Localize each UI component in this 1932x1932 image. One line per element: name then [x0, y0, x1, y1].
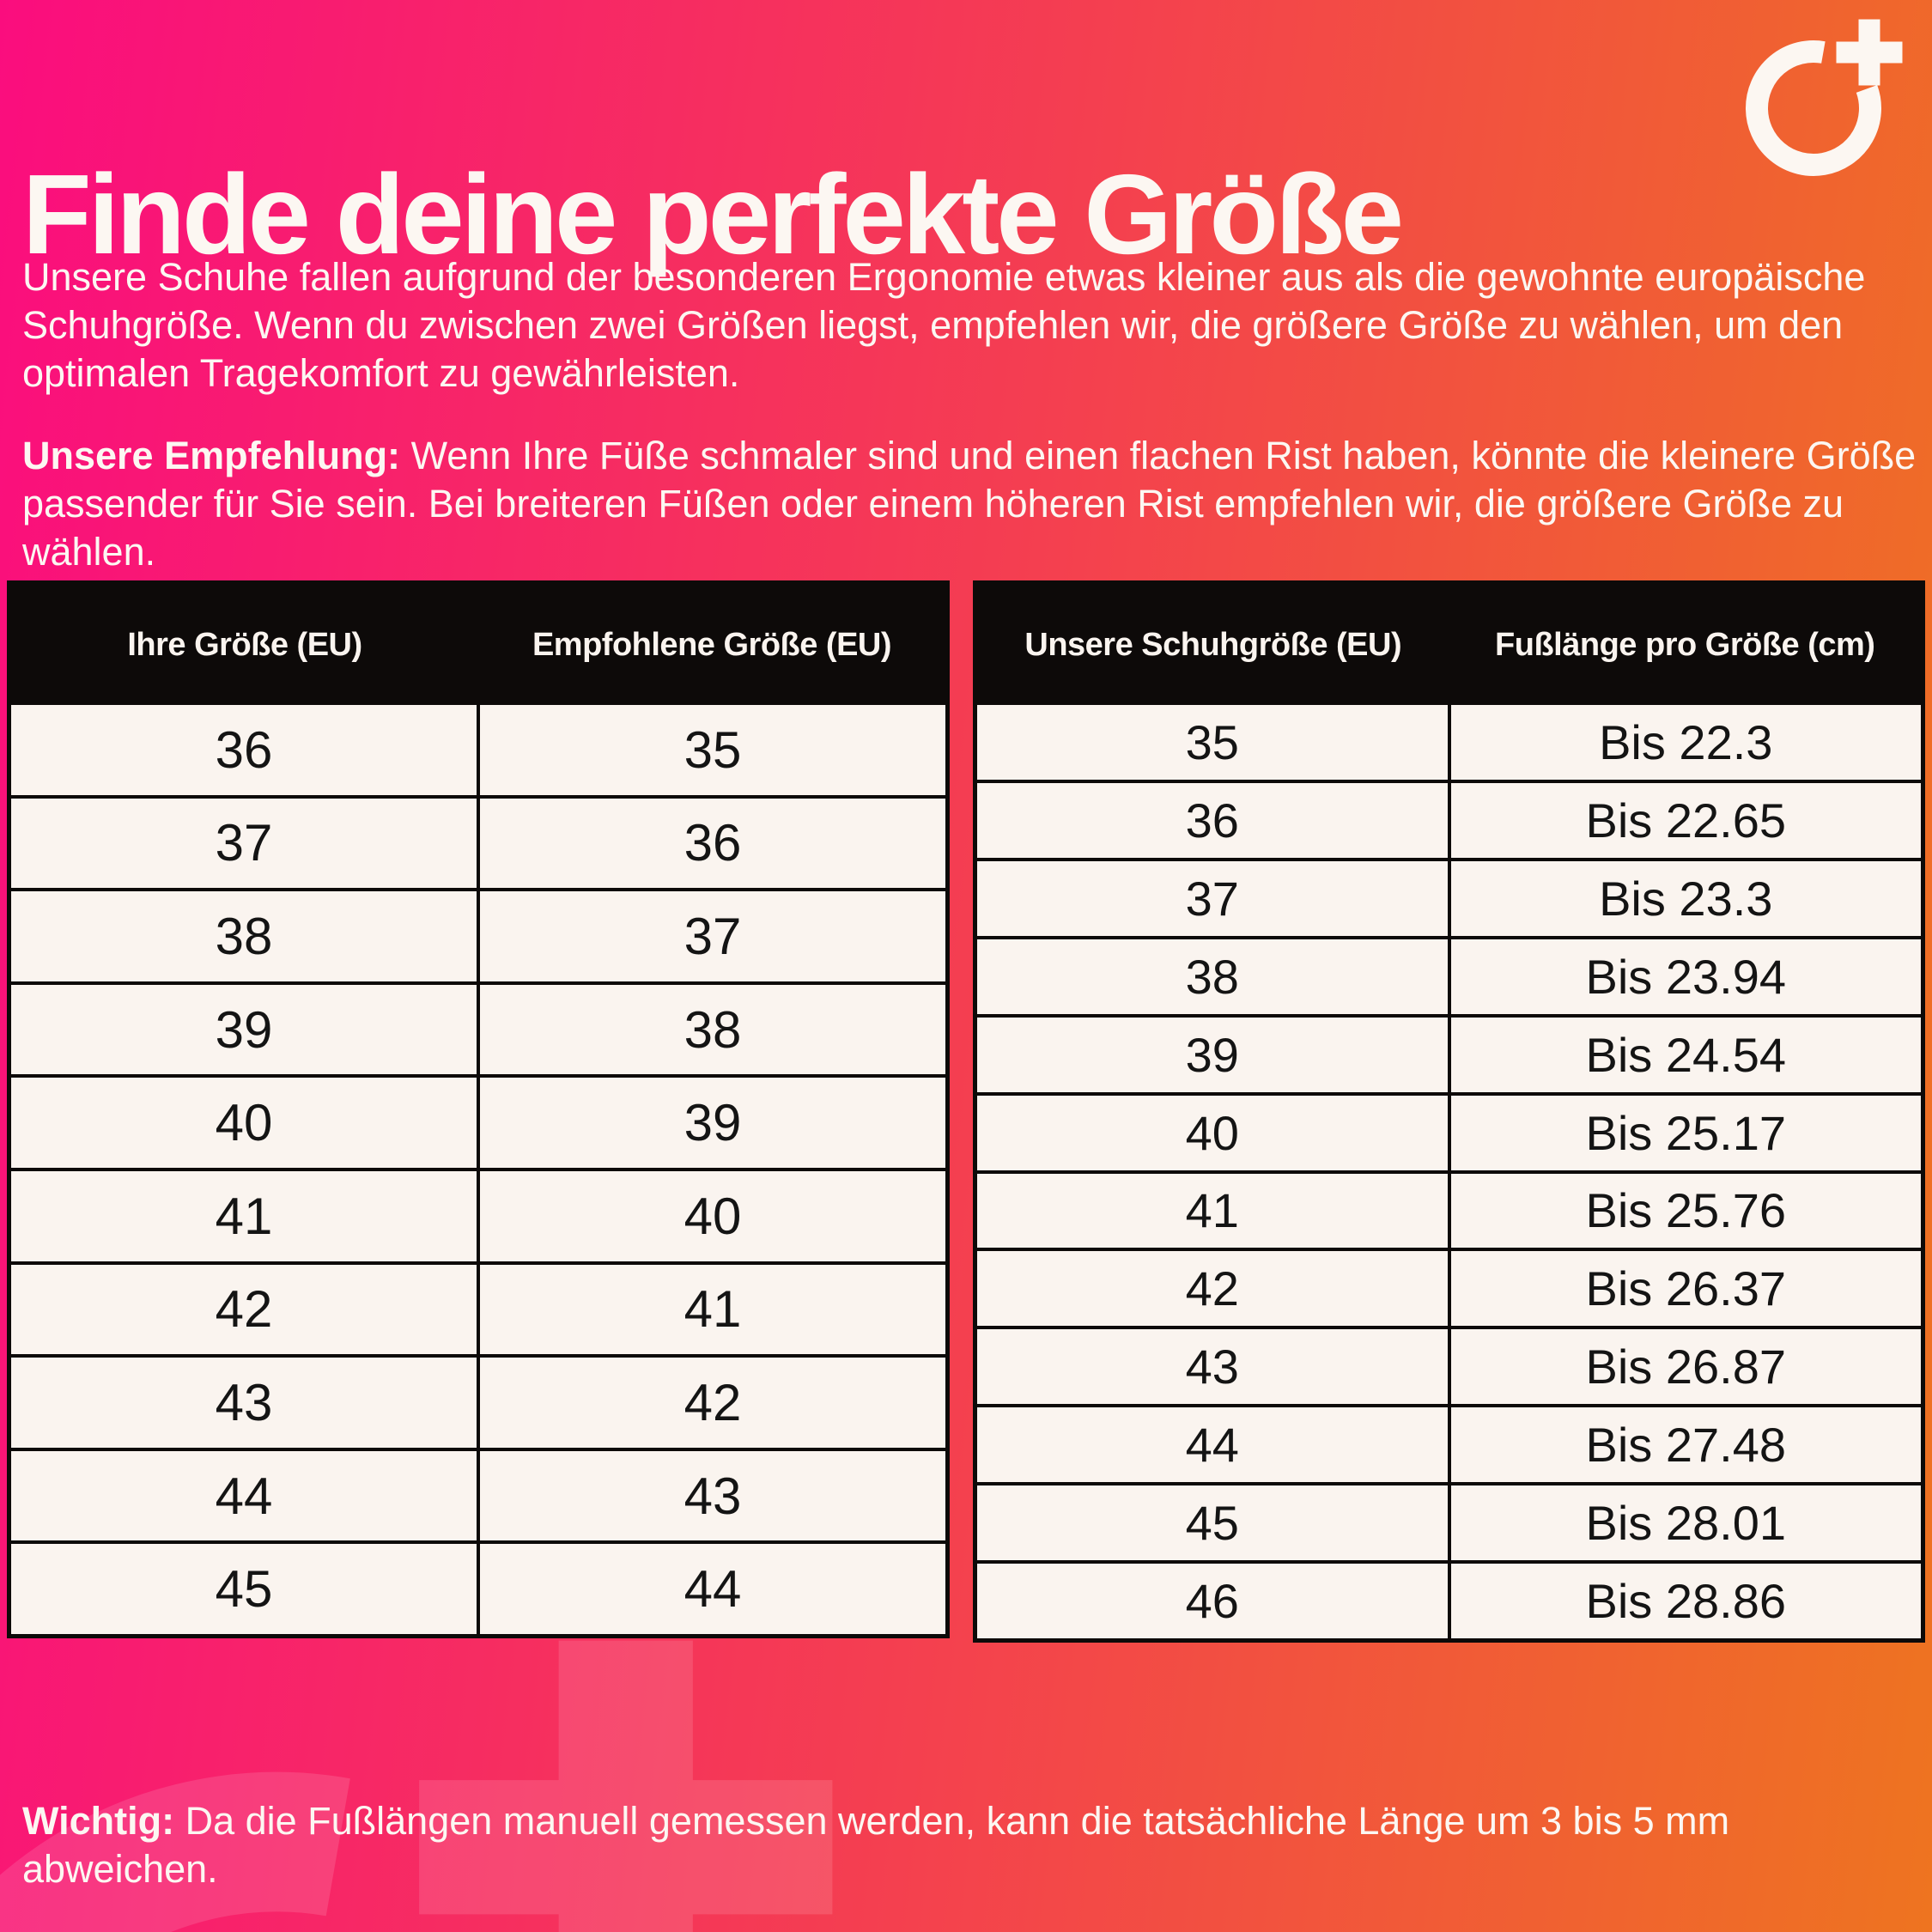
recommendation-label: Unsere Empfehlung:	[22, 434, 401, 477]
table-cell: 37	[1185, 871, 1239, 926]
table-cell: 38	[215, 907, 273, 965]
table-row: 46 Bis 28.86	[977, 1560, 1922, 1639]
table-cell: Bis 26.87	[1447, 1329, 1922, 1405]
table-row: 44 Bis 27.48	[977, 1404, 1922, 1483]
column-header-foot-length: Fußlänge pro Größe (cm)	[1495, 626, 1875, 663]
table-cell: 41	[215, 1187, 273, 1245]
table-row: 37 36	[11, 794, 945, 889]
table-cell: Bis 23.94	[1447, 939, 1922, 1014]
table-row: 37 Bis 23.3	[977, 857, 1922, 936]
table-cell: 37	[477, 891, 945, 981]
table-cell: 39	[215, 1000, 273, 1059]
table-cell: 38	[477, 984, 945, 1075]
brand-circle-plus-icon	[1746, 19, 1903, 176]
table-cell: Bis 24.54	[1447, 1017, 1922, 1092]
table-cell: 35	[477, 705, 945, 795]
table-cell: Bis 26.37	[1447, 1251, 1922, 1327]
table-cell: 42	[215, 1280, 273, 1339]
table-cell: 35	[1185, 714, 1239, 769]
table-cell: 37	[215, 814, 273, 872]
table-cell: 38	[1185, 949, 1239, 1004]
table-cell: 43	[1185, 1340, 1239, 1394]
table-cell: 46	[1185, 1574, 1239, 1629]
table-row: 44 43	[11, 1447, 945, 1541]
table-row: 41 Bis 25.76	[977, 1170, 1921, 1249]
table-cell: 36	[1185, 793, 1239, 848]
table-row: 38 37	[11, 888, 945, 981]
table-body: 36 35 37 36 38 37 39 38 40 39 41 40 42 41 43 42 44 43 45 44	[11, 705, 945, 1634]
table-row: 41 40	[11, 1167, 945, 1261]
important-note-text: Da die Fußlängen manuell gemessen werden…	[22, 1799, 1730, 1891]
table-cell: 44	[477, 1544, 945, 1634]
important-note-label: Wichtig:	[22, 1799, 175, 1843]
table-row: 35 Bis 22.3	[977, 705, 1921, 780]
table-cell: 44	[215, 1467, 273, 1525]
table-cell: 40	[1185, 1105, 1239, 1160]
table-cell: Bis 28.01	[1447, 1485, 1922, 1561]
table-row: 43 42	[11, 1354, 945, 1448]
table-cell: Bis 22.65	[1447, 782, 1922, 858]
table-cell: Bis 25.76	[1447, 1173, 1922, 1249]
table-cell: Bis 22.3	[1447, 705, 1922, 780]
table-cell: Bis 28.86	[1447, 1564, 1922, 1639]
page-title: Finde deine perfekte Größe	[22, 151, 1404, 278]
table-row: 45 Bis 28.01	[977, 1482, 1922, 1561]
table-cell: Bis 27.48	[1447, 1407, 1922, 1483]
table-cell: 42	[477, 1358, 945, 1448]
foot-length-table: Unsere Schuhgröße (EU) Fußlänge pro Größ…	[973, 580, 1925, 1643]
table-cell: 40	[477, 1170, 945, 1261]
column-header-our-shoe-size: Unsere Schuhgröße (EU)	[1024, 626, 1402, 663]
table-row: 38 Bis 23.94	[977, 935, 1922, 1014]
table-row: 42 Bis 26.37	[977, 1248, 1922, 1327]
table-row: 36 35	[11, 705, 945, 795]
table-row: 42 41	[11, 1261, 945, 1355]
table-row: 40 39	[11, 1074, 945, 1168]
table-row: 43 Bis 26.87	[977, 1326, 1922, 1405]
table-row: 39 38	[11, 981, 945, 1075]
table-cell: 39	[1185, 1027, 1239, 1082]
table-row: 40 Bis 25.17	[977, 1091, 1922, 1170]
table-cell: 36	[477, 798, 945, 889]
size-conversion-table: Ihre Größe (EU) Empfohlene Größe (EU) 36…	[7, 580, 950, 1638]
column-header-your-size: Ihre Größe (EU)	[127, 626, 362, 663]
table-cell: Bis 25.17	[1447, 1095, 1922, 1170]
recommendation-paragraph: Unsere Empfehlung: Wenn Ihre Füße schmal…	[22, 432, 1917, 576]
table-header-row: Unsere Schuhgröße (EU) Fußlänge pro Größ…	[977, 585, 1921, 705]
recommendation-text: Wenn Ihre Füße schmaler sind und einen f…	[22, 434, 1917, 574]
table-cell: Bis 23.3	[1447, 860, 1922, 936]
table-cell: 45	[1185, 1496, 1239, 1551]
table-cell: 41	[1185, 1183, 1239, 1238]
table-row: 39 Bis 24.54	[977, 1013, 1922, 1092]
table-cell: 40	[215, 1094, 273, 1152]
table-cell: 42	[1185, 1261, 1239, 1316]
intro-paragraph: Unsere Schuhe fallen aufgrund der besond…	[22, 255, 1866, 395]
table-cell: 39	[477, 1078, 945, 1168]
table-cell: 43	[477, 1450, 945, 1541]
table-cell: 44	[1185, 1418, 1239, 1473]
table-row: 36 Bis 22.65	[977, 779, 1922, 858]
table-cell: 43	[215, 1373, 273, 1431]
column-header-recommended-size: Empfohlene Größe (EU)	[532, 626, 892, 663]
important-note: Wichtig: Da die Fußlängen manuell gemess…	[22, 1797, 1917, 1893]
table-body: 35 Bis 22.3 36 Bis 22.65 37 Bis 23.3 38 Bis 23.…	[977, 705, 1922, 1639]
table-cell: 36	[215, 720, 273, 779]
table-cell: 41	[477, 1264, 945, 1355]
table-cell: 45	[215, 1560, 273, 1619]
table-row: 45 44	[11, 1540, 945, 1634]
table-header-row: Ihre Größe (EU) Empfohlene Größe (EU)	[11, 585, 945, 705]
